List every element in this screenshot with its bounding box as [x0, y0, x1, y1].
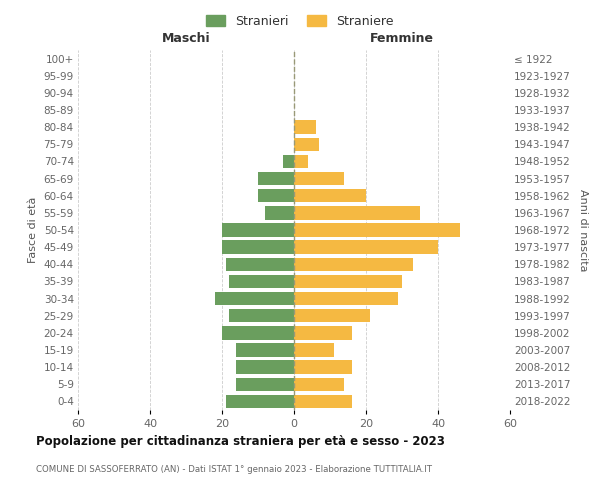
Bar	[294, 240, 438, 254]
Bar	[294, 292, 398, 306]
Bar	[294, 326, 352, 340]
Bar	[294, 206, 420, 220]
Bar	[294, 154, 308, 168]
Bar	[258, 189, 294, 202]
Bar	[236, 344, 294, 356]
Bar	[294, 224, 460, 236]
Bar	[236, 360, 294, 374]
Bar	[294, 344, 334, 356]
Bar	[294, 378, 344, 391]
Bar	[258, 172, 294, 186]
Text: Maschi: Maschi	[161, 32, 211, 45]
Bar	[229, 309, 294, 322]
Bar	[226, 258, 294, 271]
Bar	[294, 138, 319, 151]
Bar	[294, 172, 344, 186]
Bar	[294, 309, 370, 322]
Text: COMUNE DI SASSOFERRATO (AN) - Dati ISTAT 1° gennaio 2023 - Elaborazione TUTTITAL: COMUNE DI SASSOFERRATO (AN) - Dati ISTAT…	[36, 465, 432, 474]
Text: Popolazione per cittadinanza straniera per età e sesso - 2023: Popolazione per cittadinanza straniera p…	[36, 435, 445, 448]
Text: Femmine: Femmine	[370, 32, 434, 45]
Bar	[294, 189, 366, 202]
Bar	[215, 292, 294, 306]
Bar	[283, 154, 294, 168]
Bar	[294, 394, 352, 408]
Bar	[222, 224, 294, 236]
Y-axis label: Anni di nascita: Anni di nascita	[578, 188, 587, 271]
Bar	[229, 274, 294, 288]
Y-axis label: Fasce di età: Fasce di età	[28, 197, 38, 263]
Bar	[265, 206, 294, 220]
Bar	[222, 326, 294, 340]
Bar	[226, 394, 294, 408]
Bar	[222, 240, 294, 254]
Bar	[236, 378, 294, 391]
Legend: Stranieri, Straniere: Stranieri, Straniere	[203, 11, 397, 32]
Bar	[294, 120, 316, 134]
Bar	[294, 258, 413, 271]
Bar	[294, 360, 352, 374]
Bar	[294, 274, 402, 288]
